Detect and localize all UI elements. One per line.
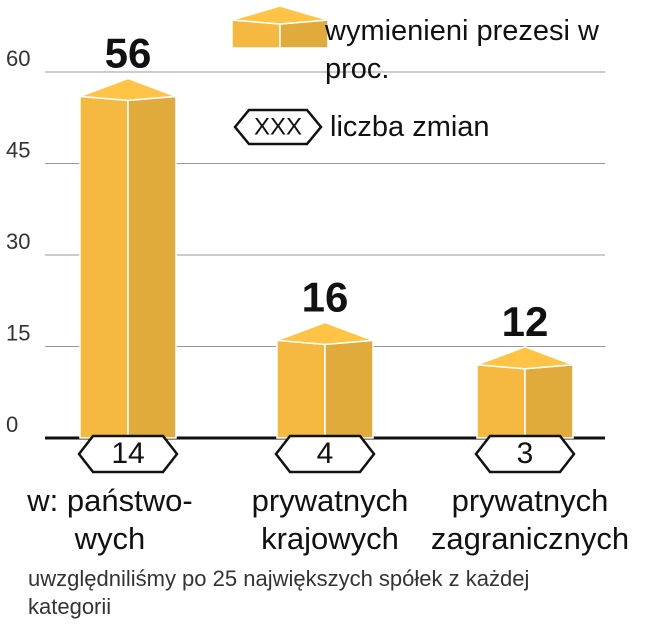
bar: [79, 77, 177, 439]
x-tick-label: krajowych: [261, 521, 399, 556]
bar-face: [231, 19, 281, 49]
bar-face: [79, 95, 129, 439]
count-label: 3: [517, 437, 534, 470]
bar-face: [127, 95, 177, 439]
count-hex: [474, 434, 576, 474]
bar: [276, 321, 374, 439]
bar-face: [324, 339, 374, 439]
legend-label: liczba zmian: [330, 111, 490, 143]
y-tick-label: 60: [6, 46, 30, 71]
y-tick-label: 30: [6, 229, 30, 254]
footnote: uwzględniliśmy po 25 największych spółek…: [28, 566, 530, 619]
y-tick-label: 15: [6, 320, 30, 345]
value-label: 12: [502, 298, 549, 345]
y-tick-label: 45: [6, 137, 30, 162]
bar-face: [276, 339, 326, 439]
x-tick-label: prywatnych: [252, 483, 409, 518]
count-hex: [77, 434, 179, 474]
bar-face: [79, 77, 177, 102]
bar-face: [476, 363, 526, 439]
legend-symbol: XXX: [254, 113, 302, 140]
y-tick-label: 0: [6, 412, 18, 437]
legend-label: wymienieni prezesi w proc.: [325, 15, 599, 85]
bar-face: [279, 19, 329, 49]
value-label: 16: [302, 273, 349, 320]
bar: [476, 345, 574, 439]
bar-face: [276, 321, 374, 346]
x-tick-label: w: państwo-: [26, 483, 192, 518]
value-label: 56: [105, 29, 152, 76]
count-label: 4: [317, 437, 334, 470]
bar-face: [231, 5, 329, 25]
bar-face: [524, 363, 574, 439]
x-tick-label: zagranicznych: [431, 521, 629, 556]
x-tick-label: prywatnych: [452, 483, 609, 518]
legend-hex: [233, 108, 323, 146]
legend-swatch: [231, 5, 329, 49]
x-tick-label: wych: [74, 521, 146, 556]
count-hex: [274, 434, 376, 474]
count-label: 14: [111, 437, 144, 470]
bar-face: [476, 345, 574, 370]
